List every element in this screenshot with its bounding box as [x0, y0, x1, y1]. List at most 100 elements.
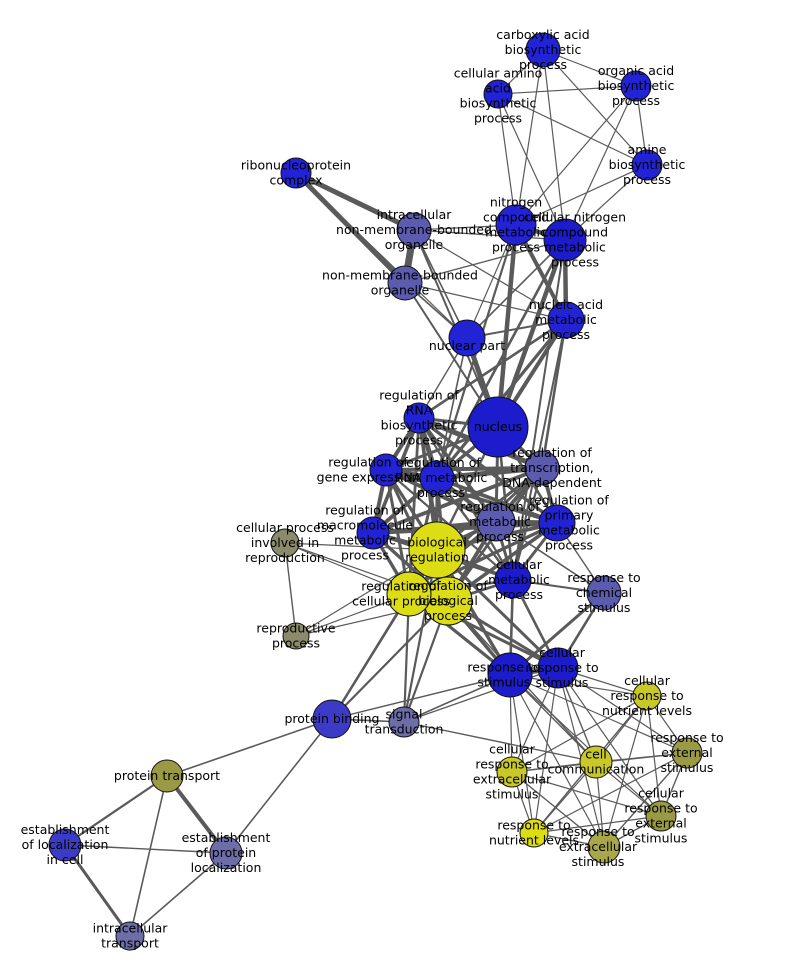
graph-node-label: cellular response to extracellular stimulus [473, 741, 552, 801]
graph-edge [515, 49, 544, 226]
graph-node-label: regulation of transcription, DNA-dependent [502, 445, 601, 490]
graph-node-response-to-extracellular[interactable] [587, 830, 621, 864]
graph-edge [466, 239, 566, 339]
graph-edge [509, 674, 535, 834]
graph-node-cellular-amino-acid-bio[interactable] [483, 79, 513, 109]
graph-node-regulation-rna-biosynthetic[interactable] [403, 402, 435, 434]
graph-edge [509, 674, 662, 817]
graph-node-amine-bio[interactable] [631, 149, 663, 181]
graph-edge [129, 775, 168, 937]
graph-node-establishment-localization-in-cell[interactable] [48, 828, 82, 862]
graph-node-label: regulation of primary metabolic process [529, 492, 609, 552]
graph-edge [435, 238, 567, 480]
graph-edge [371, 466, 544, 535]
graph-node-cellular-response-to-stimulus[interactable] [537, 647, 579, 689]
graph-node-cellular-response-external[interactable] [645, 800, 677, 832]
graph-edge [542, 49, 566, 241]
graph-edge [436, 337, 468, 479]
graph-node-nuclear-part[interactable] [448, 319, 486, 357]
graph-node-regulation-primary-metabolic[interactable] [538, 504, 576, 542]
graph-node-ribonucleoprotein-complex[interactable] [280, 157, 312, 189]
graph-node-regulation-transcription-dna[interactable] [524, 450, 560, 486]
graph-node-intracellular-transport[interactable] [115, 921, 145, 951]
graph-node-regulation-rna-metabolic[interactable] [419, 460, 455, 496]
graph-node-regulation-gene-expression[interactable] [369, 453, 403, 487]
graph-node-label: cellular process involved in reproduction [236, 520, 334, 565]
graph-edge [497, 93, 566, 241]
graph-node-biological-regulation[interactable] [408, 521, 466, 579]
graph-edge [495, 521, 605, 594]
graph-node-response-to-external-stimulus[interactable] [671, 737, 703, 769]
graph-node-label: protein transport [114, 768, 220, 783]
graph-node-carboxylic-acid-bio[interactable] [525, 32, 561, 68]
graph-node-nitrogen-compound-metabolic[interactable] [495, 204, 537, 246]
graph-node-non-membrane-organelle[interactable] [387, 265, 423, 301]
graph-node-cellular-process-reproduction[interactable] [270, 528, 300, 558]
graph-node-cell-communication[interactable] [579, 745, 613, 779]
graph-node-regulation-macromolecule-metabolic[interactable] [356, 516, 390, 550]
graph-node-cellular-metabolic-process[interactable] [494, 561, 532, 599]
graph-node-label: intracellular transport [93, 920, 169, 950]
graph-node-nucleic-acid-metabolic[interactable] [547, 301, 585, 339]
graph-edge [495, 222, 519, 430]
graph-node-cellular-nitrogen-compound-metabolic[interactable] [543, 218, 587, 262]
graph-edge [413, 229, 566, 241]
graph-node-establishment-protein-localization[interactable] [209, 836, 243, 870]
graph-node-label: amine biosynthetic process [609, 142, 686, 187]
graph-node-response-to-stimulus[interactable] [487, 652, 533, 698]
graph-edge [497, 85, 637, 95]
graph-edge [417, 318, 568, 420]
graph-node-label: organic acid biosynthetic process [598, 63, 675, 108]
graph-node-regulation-cellular-process[interactable] [386, 571, 432, 617]
graph-edge [509, 674, 688, 754]
graph-edge [497, 93, 517, 226]
graph-edge [512, 319, 567, 581]
graph-node-response-to-nutrient-levels[interactable] [519, 818, 549, 848]
graph-edge [466, 224, 517, 339]
graph-node-signal-transduction[interactable] [388, 706, 420, 738]
graph-node-label: response to stimulus [467, 659, 540, 689]
graph-edge [384, 468, 559, 525]
graph-edge [413, 229, 567, 321]
graph-edge [63, 843, 132, 938]
graph-edge [330, 599, 450, 721]
graph-edge [540, 318, 568, 470]
graph-node-label: regulation of RNA biosynthetic process [379, 387, 459, 447]
graph-node-label: non-membrane-bounded organelle [322, 267, 478, 297]
graph-edge [404, 282, 567, 321]
graph-edge [129, 852, 227, 937]
graph-node-protein-transport[interactable] [150, 759, 184, 793]
graph-node-regulation-metabolic-process[interactable] [476, 502, 516, 542]
graph-node-cellular-response-extracellular[interactable] [496, 756, 528, 788]
graph-node-label: establishment of protein localization [182, 830, 271, 875]
graph-edge [511, 771, 662, 817]
graph-edge [533, 752, 688, 834]
graph-node-label: regulation of RNA metabolic process [395, 455, 488, 500]
graph-node-nucleus[interactable] [467, 396, 529, 458]
graph-edge [293, 170, 417, 233]
graph-edge [511, 771, 605, 848]
graph-node-intracellular-non-membrane-organelle[interactable] [396, 212, 432, 248]
graph-node-label: regulation of cellular process [352, 578, 450, 608]
graph-edge [515, 164, 648, 226]
graph-node-organic-acid-bio[interactable] [620, 70, 652, 102]
graph-edge [402, 548, 439, 724]
graph-edge [497, 93, 648, 166]
graph-node-cellular-response-nutrient-levels[interactable] [632, 681, 662, 711]
graph-edge [331, 674, 511, 720]
graph-node-protein-binding[interactable] [312, 699, 352, 739]
graph-node-label: establishment of localization in cell [21, 822, 110, 867]
graph-edge [495, 237, 568, 430]
graph-node-label: biological regulation [405, 534, 469, 564]
graph-node-label: regulation of gene expression [317, 454, 420, 484]
graph-node-label: nuclear part [429, 338, 505, 353]
nodes-layer [48, 32, 703, 951]
graph-node-label: intracellular non-membrane-bounded organel… [336, 207, 492, 252]
graph-node-reproductive-process[interactable] [282, 622, 310, 650]
graph-edge [533, 815, 662, 834]
graph-node-label: regulation of macromolecule metabolic proce… [317, 502, 413, 562]
graph-edge [515, 85, 637, 226]
graph-node-response-to-chemical-stimulus[interactable] [586, 575, 622, 611]
graph-edge [403, 721, 597, 763]
